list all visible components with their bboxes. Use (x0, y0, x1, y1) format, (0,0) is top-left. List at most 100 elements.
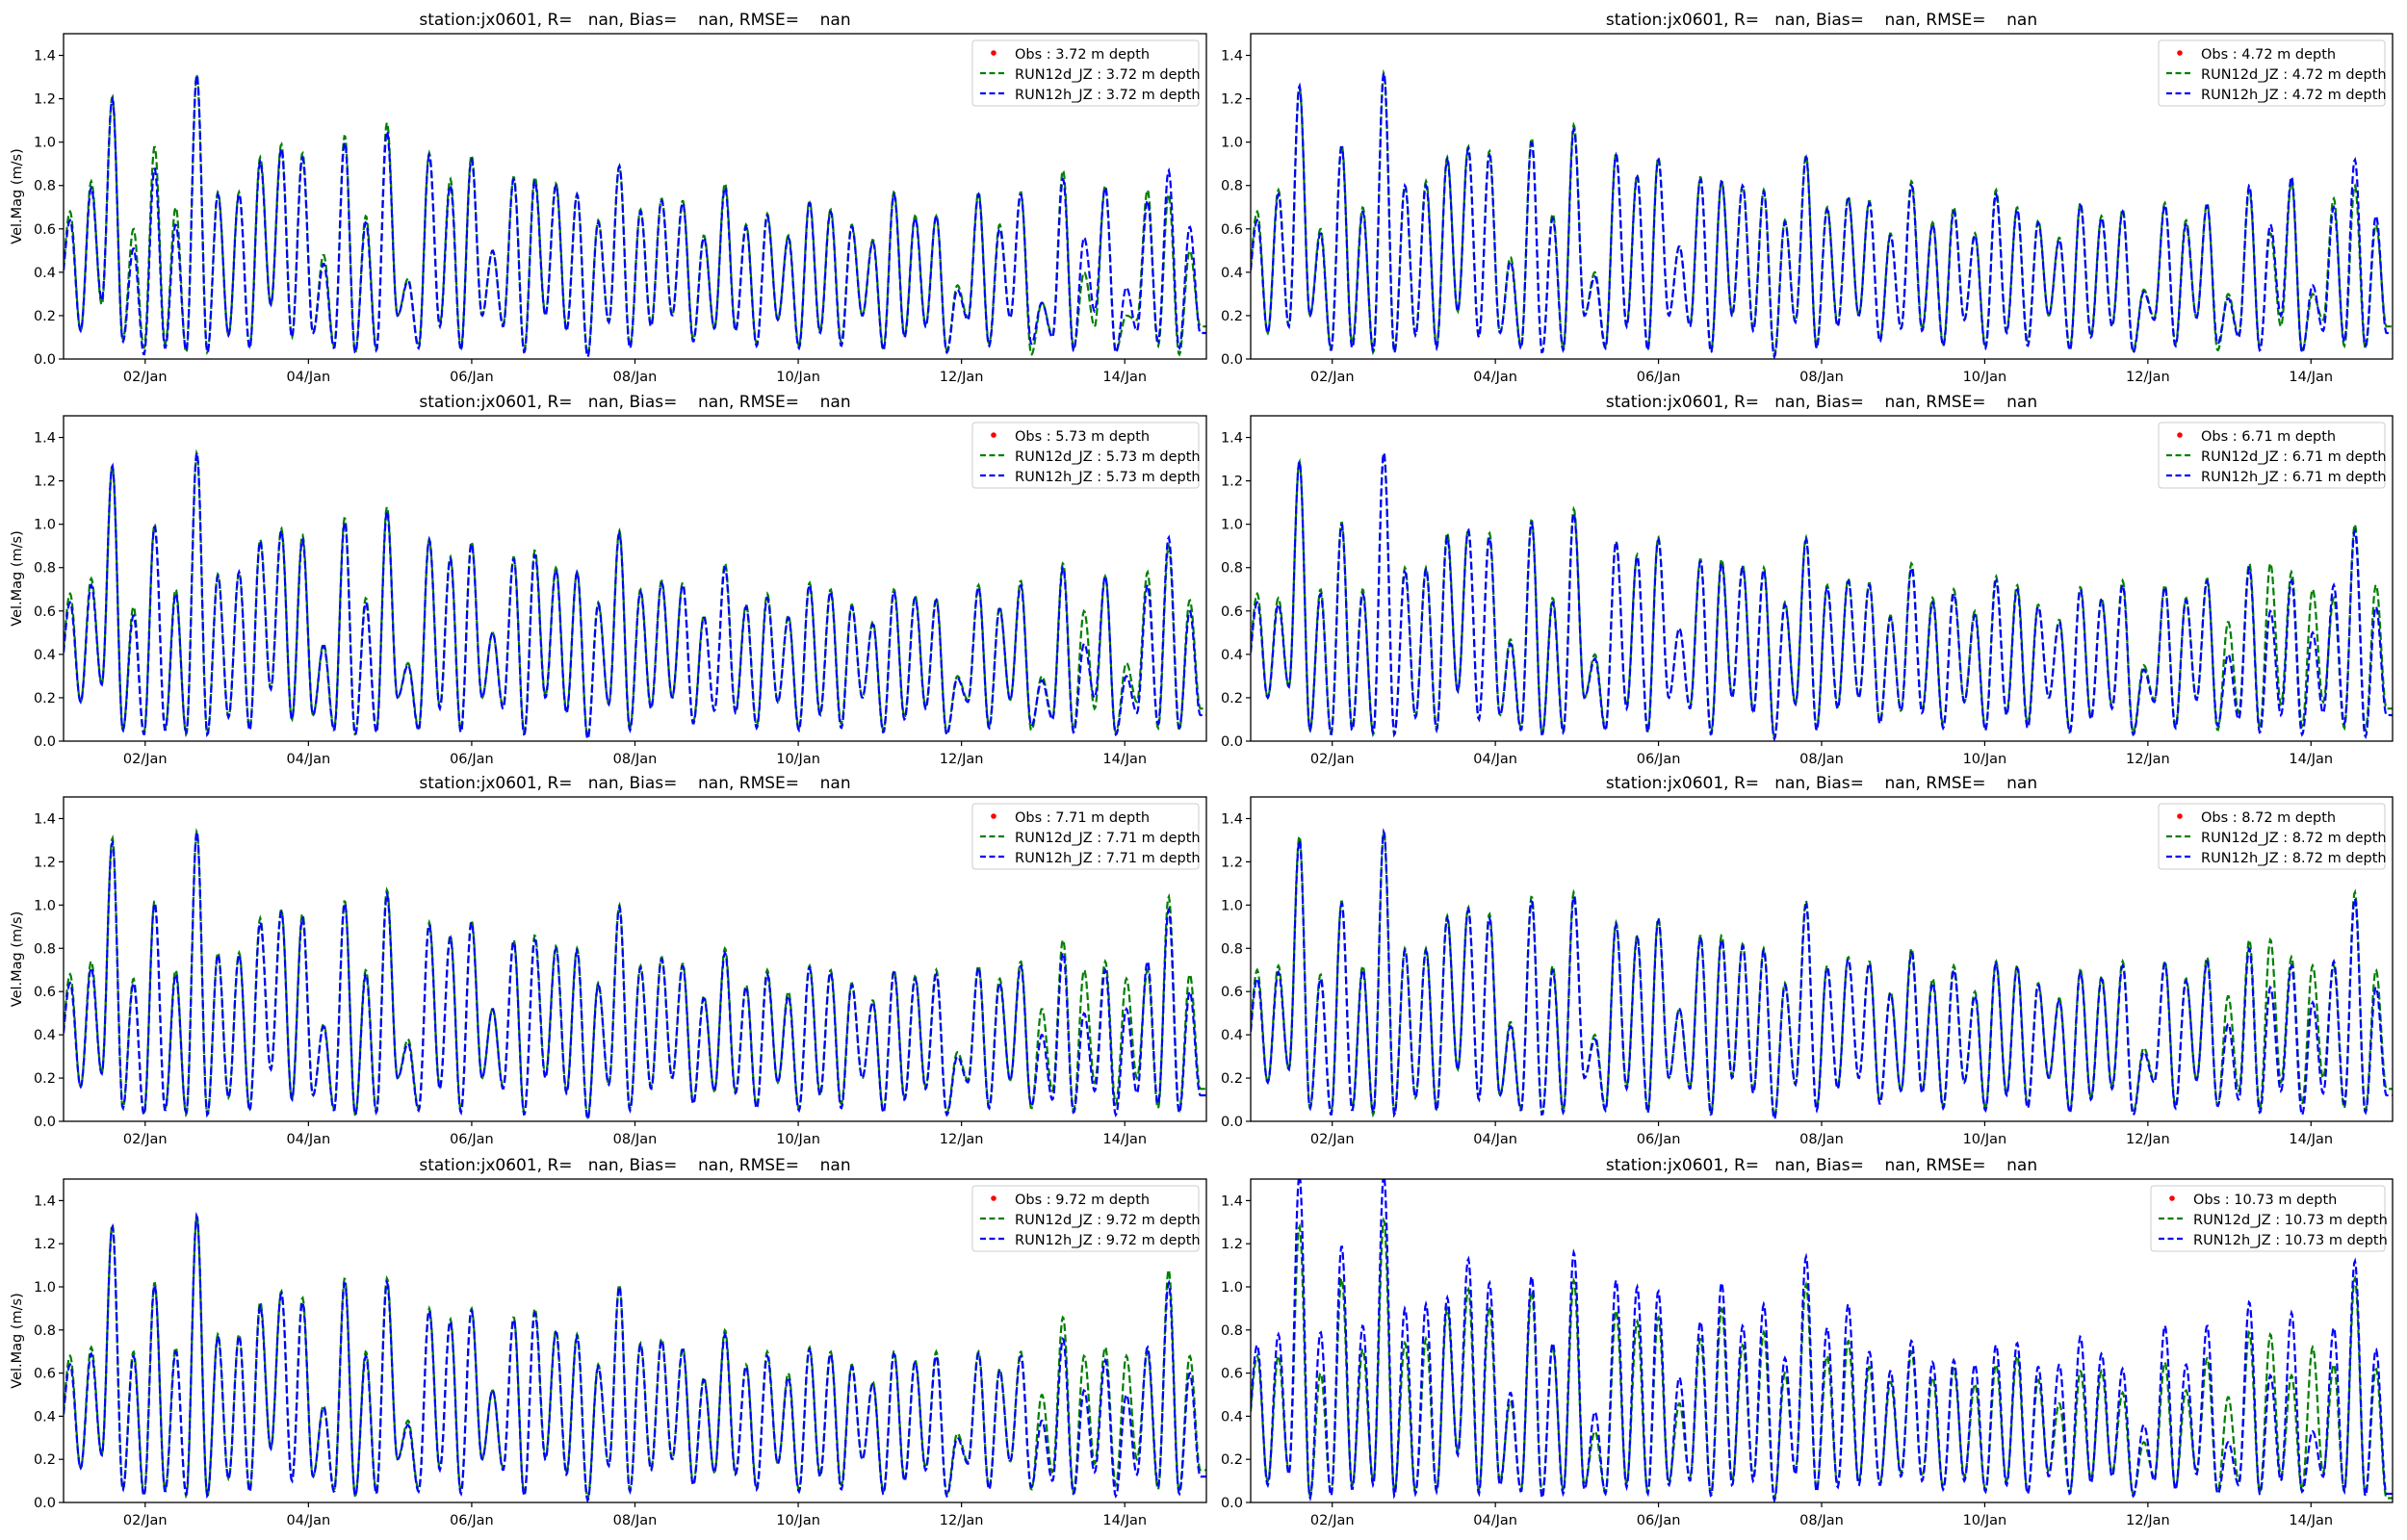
series-line-run12d (1251, 449, 2393, 740)
y-tick-label: 0.6 (34, 222, 56, 238)
y-tick-label: 1.4 (34, 49, 56, 64)
x-tick-label: 04/Jan (1473, 752, 1517, 767)
subplot-title: station:jx0601, R= nan, Bias= nan, RMSE=… (419, 774, 850, 793)
y-tick-label: 0.6 (34, 604, 56, 620)
x-tick-label: 10/Jan (1963, 1513, 2007, 1528)
legend-entry: Obs : 3.72 m depth (1015, 47, 1150, 63)
legend-marker-obs (2169, 1195, 2175, 1201)
y-tick-label: 0.0 (1221, 1115, 1243, 1130)
legend-marker-obs (2177, 813, 2183, 819)
legend-entry: RUN12h_JZ : 9.72 m depth (1015, 1233, 1201, 1248)
legend-entry: RUN12h_JZ : 10.73 m depth (2193, 1233, 2388, 1248)
x-tick-label: 08/Jan (1799, 370, 1844, 385)
y-tick-label: 1.4 (34, 431, 56, 447)
legend-entry: Obs : 6.71 m depth (2201, 429, 2336, 445)
x-tick-label: 06/Jan (450, 1513, 494, 1528)
y-tick-label: 0.2 (1221, 309, 1243, 324)
x-tick-label: 12/Jan (940, 1132, 984, 1147)
subplot-2: station:jx0601, R= nan, Bias= nan, RMSE=… (1221, 11, 2394, 385)
y-tick-label: 1.2 (34, 475, 56, 490)
y-tick-label: 1.4 (1221, 431, 1243, 447)
y-tick-label: 1.4 (34, 811, 56, 827)
x-tick-label: 08/Jan (613, 1132, 658, 1147)
legend-marker-obs (991, 813, 996, 819)
x-tick-label: 06/Jan (1637, 370, 1681, 385)
legend-box (971, 1185, 1200, 1252)
subplot-title: station:jx0601, R= nan, Bias= nan, RMSE=… (1606, 1156, 2037, 1175)
x-tick-label: 08/Jan (1799, 1513, 1844, 1528)
subplot-7: station:jx0601, R= nan, Bias= nan, RMSE=… (10, 1156, 1207, 1528)
legend-entry: RUN12d_JZ : 6.71 m depth (2201, 449, 2387, 465)
y-tick-label: 0.2 (34, 1452, 56, 1468)
y-tick-label: 0.8 (34, 179, 56, 194)
y-tick-label: 0.4 (34, 1028, 56, 1043)
legend-marker-obs (991, 50, 996, 56)
y-tick-label: 1.2 (34, 92, 56, 108)
y-tick-label: 0.4 (1221, 1028, 1243, 1043)
x-tick-label: 10/Jan (1963, 370, 2007, 385)
x-tick-label: 10/Jan (776, 752, 820, 767)
legend: Obs : 10.73 m depth RUN12d_JZ : 10.73 m d… (2150, 1185, 2388, 1252)
x-tick-label: 02/Jan (123, 752, 168, 767)
y-tick-label: 0.4 (34, 648, 56, 663)
series-line-run12h (64, 828, 1206, 1121)
legend-entry: RUN12d_JZ : 7.71 m depth (1015, 831, 1201, 846)
x-tick-label: 04/Jan (287, 370, 331, 385)
x-tick-label: 12/Jan (940, 1513, 984, 1528)
y-tick-label: 0.6 (34, 985, 56, 1000)
x-tick-label: 06/Jan (1637, 1132, 1681, 1147)
axes-frame (1250, 33, 2394, 360)
x-tick-label: 06/Jan (450, 1132, 494, 1147)
legend-box (971, 422, 1200, 489)
legend-entry: RUN12d_JZ : 3.72 m depth (1015, 67, 1201, 83)
x-tick-label: 02/Jan (1310, 370, 1355, 385)
series-line-run12h (1251, 1179, 2393, 1502)
x-tick-label: 10/Jan (1963, 1132, 2007, 1147)
y-tick-label: 0.4 (1221, 266, 1243, 281)
x-tick-label: 14/Jan (2289, 1513, 2333, 1528)
y-tick-label: 0.0 (1221, 352, 1243, 368)
series-line-run12h (1251, 828, 2393, 1121)
x-tick-label: 10/Jan (776, 370, 820, 385)
subplot-3: station:jx0601, R= nan, Bias= nan, RMSE=… (10, 393, 1207, 767)
series-line-run12d (64, 70, 1206, 358)
x-tick-label: 12/Jan (940, 370, 984, 385)
legend-marker-obs (2177, 432, 2183, 438)
axes-frame (63, 1178, 1207, 1503)
x-tick-label: 02/Jan (123, 1513, 168, 1528)
x-tick-label: 06/Jan (450, 370, 494, 385)
y-tick-label: 0.2 (34, 309, 56, 324)
y-tick-label: 1.4 (1221, 1194, 1243, 1209)
series-line-run12d (1251, 68, 2393, 358)
plot-area (1251, 449, 2393, 741)
x-tick-label: 14/Jan (1102, 1132, 1147, 1147)
subplot-title: station:jx0601, R= nan, Bias= nan, RMSE=… (1606, 393, 2037, 412)
x-tick-label: 12/Jan (2126, 1132, 2170, 1147)
series-line-run12d (64, 449, 1206, 740)
x-tick-label: 14/Jan (2289, 370, 2333, 385)
x-tick-label: 02/Jan (123, 370, 168, 385)
legend: Obs : 5.73 m depth RUN12d_JZ : 5.73 m dep… (971, 422, 1201, 489)
y-tick-label: 1.2 (34, 855, 56, 870)
y-tick-label: 0.0 (1221, 734, 1243, 750)
axes-frame (1250, 415, 2394, 742)
x-tick-label: 02/Jan (1310, 752, 1355, 767)
x-tick-label: 12/Jan (2126, 370, 2170, 385)
y-tick-label: 0.0 (34, 352, 56, 368)
y-axis-label: Vel.Mag (m/s) (10, 911, 25, 1007)
x-tick-label: 04/Jan (287, 752, 331, 767)
x-tick-label: 10/Jan (776, 1132, 820, 1147)
legend: Obs : 3.72 m depth RUN12d_JZ : 3.72 m dep… (971, 39, 1201, 107)
legend-entry: Obs : 4.72 m depth (2201, 47, 2336, 63)
x-tick-label: 14/Jan (2289, 1132, 2333, 1147)
legend-entry: Obs : 10.73 m depth (2193, 1193, 2337, 1208)
y-tick-label: 0.0 (34, 1496, 56, 1511)
legend-entry: RUN12h_JZ : 3.72 m depth (1015, 88, 1201, 103)
subplot-title: station:jx0601, R= nan, Bias= nan, RMSE=… (1606, 774, 2037, 793)
legend-marker-obs (991, 432, 996, 438)
y-tick-label: 0.6 (1221, 222, 1243, 238)
legend-entry: Obs : 9.72 m depth (1015, 1193, 1150, 1208)
legend-entry: Obs : 8.72 m depth (2201, 810, 2336, 826)
y-axis-label: Vel.Mag (m/s) (10, 1293, 25, 1388)
plot-area (64, 1212, 1206, 1502)
